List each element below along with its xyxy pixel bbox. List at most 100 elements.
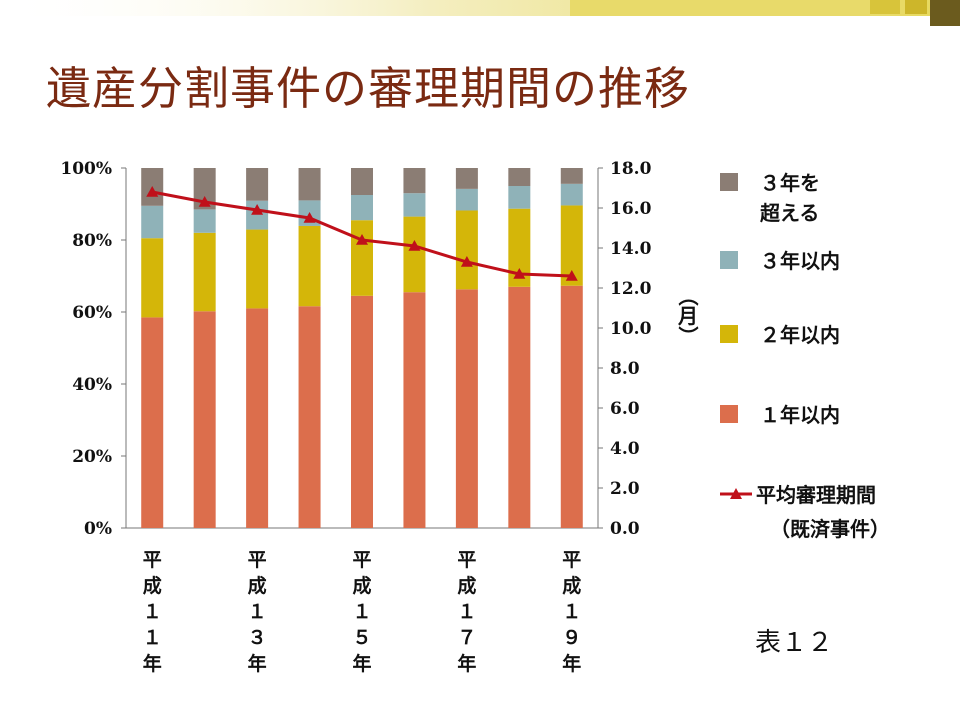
right-tick-label: 6.0	[610, 399, 640, 419]
bar-segment	[403, 168, 426, 194]
legend-swatch	[720, 405, 738, 423]
right-tick-label: 0.0	[610, 519, 640, 539]
bar-segment	[298, 306, 321, 528]
left-tick-label: 20%	[72, 447, 112, 467]
right-tick-label: 18.0	[610, 159, 652, 179]
x-tick-label-char: 成	[457, 574, 476, 597]
bar-segment	[508, 186, 531, 209]
x-tick-label-char: １	[562, 601, 581, 623]
x-tick-label-char: １	[248, 601, 267, 623]
header-decoration	[0, 0, 960, 26]
average-point	[198, 196, 211, 207]
x-tick-label-char: 平	[457, 549, 476, 571]
bar-segment	[560, 168, 583, 184]
right-tick-label: 10.0	[610, 319, 652, 339]
bar-segment	[298, 225, 321, 307]
legend-line-marker	[730, 488, 742, 499]
legend-label: 平均審理期間	[756, 483, 876, 507]
x-tick-label-char: 成	[352, 574, 371, 597]
x-tick-label-char: 年	[457, 652, 476, 675]
bar-segment	[455, 289, 478, 528]
x-tick-label-char: 平	[562, 549, 581, 571]
x-tick-label-char: 成	[248, 574, 267, 597]
left-tick-label: 100%	[60, 159, 112, 179]
average-point	[460, 256, 473, 267]
right-tick-label: 2.0	[610, 479, 640, 499]
x-tick-label-char: 成	[143, 574, 162, 597]
x-tick-label-char: 平	[248, 549, 267, 571]
legend-label: １年以内	[760, 403, 840, 427]
x-tick-label-char: 平	[352, 549, 371, 571]
bar-segment	[246, 308, 269, 528]
average-point	[251, 204, 264, 215]
x-tick-label-char: 成	[562, 574, 581, 597]
bar-segment	[508, 208, 531, 287]
bar-segment	[141, 317, 164, 528]
bar-segment	[351, 295, 373, 528]
x-tick-label-char: 年	[248, 652, 267, 675]
bar-segment	[351, 195, 373, 221]
bar-segment	[351, 168, 373, 195]
left-tick-label: 80%	[72, 231, 112, 251]
right-axis-unit-char: 月	[677, 304, 698, 328]
bar-segment	[246, 168, 269, 201]
x-tick-label-char: 平	[143, 549, 162, 571]
x-tick-label-char: ７	[457, 627, 476, 649]
bar-segment	[455, 188, 478, 211]
left-tick-label: 60%	[72, 303, 112, 323]
left-tick-label: 40%	[72, 375, 112, 395]
legend-swatch	[720, 325, 738, 343]
bar-segment	[560, 205, 583, 286]
x-tick-label-char: 年	[352, 652, 371, 675]
average-point	[303, 212, 316, 223]
bar-segment	[193, 311, 216, 528]
average-point	[146, 186, 159, 197]
bar-segment	[455, 210, 478, 290]
x-tick-label-char: １	[457, 601, 476, 623]
bar-segment	[298, 168, 321, 201]
x-tick-label-char: １	[143, 601, 162, 623]
right-tick-label: 16.0	[610, 199, 652, 219]
average-point	[356, 234, 368, 245]
bar-segment	[455, 168, 478, 189]
bar-segment	[403, 216, 426, 293]
right-tick-label: 12.0	[610, 279, 652, 299]
bar-segment	[141, 238, 164, 318]
x-tick-label-char: ５	[352, 627, 371, 649]
bar-segment	[193, 168, 216, 210]
right-axis-unit-char: ）	[676, 326, 700, 346]
bar-segment	[351, 220, 373, 296]
legend-swatch	[720, 173, 738, 191]
slide-title: 遺産分割事件の審理期間の推移	[46, 62, 691, 115]
x-tick-label-char: 年	[143, 652, 162, 675]
right-tick-label: 8.0	[610, 359, 640, 379]
bar-segment	[560, 285, 583, 528]
right-axis-unit-char: （	[676, 286, 700, 306]
bar-segment	[193, 232, 216, 312]
bar-segment	[508, 168, 531, 186]
bar-segment	[508, 286, 531, 528]
bar-segment	[141, 205, 164, 239]
x-tick-label-char: ３	[248, 627, 267, 649]
table-number-note: 表１２	[755, 628, 834, 658]
average-point	[565, 270, 578, 281]
x-tick-label-char: 年	[562, 652, 581, 675]
right-tick-label: 4.0	[610, 439, 640, 459]
x-tick-label-char: １	[352, 601, 371, 623]
bar-segment	[193, 209, 216, 233]
legend-label: ３年以内	[760, 249, 840, 273]
left-tick-label: 0%	[84, 519, 112, 539]
legend-label: ２年以内	[760, 323, 840, 347]
legend-label: 超える	[759, 201, 819, 225]
legend-swatch	[720, 251, 738, 269]
bar-segment	[403, 193, 426, 217]
x-tick-label-char: １	[143, 627, 162, 649]
average-point	[408, 240, 421, 251]
right-tick-label: 14.0	[610, 239, 652, 259]
legend-label: ３年を	[760, 171, 820, 195]
bar-segment	[246, 229, 269, 309]
bar-segment	[560, 183, 583, 206]
bar-segment	[403, 292, 426, 528]
